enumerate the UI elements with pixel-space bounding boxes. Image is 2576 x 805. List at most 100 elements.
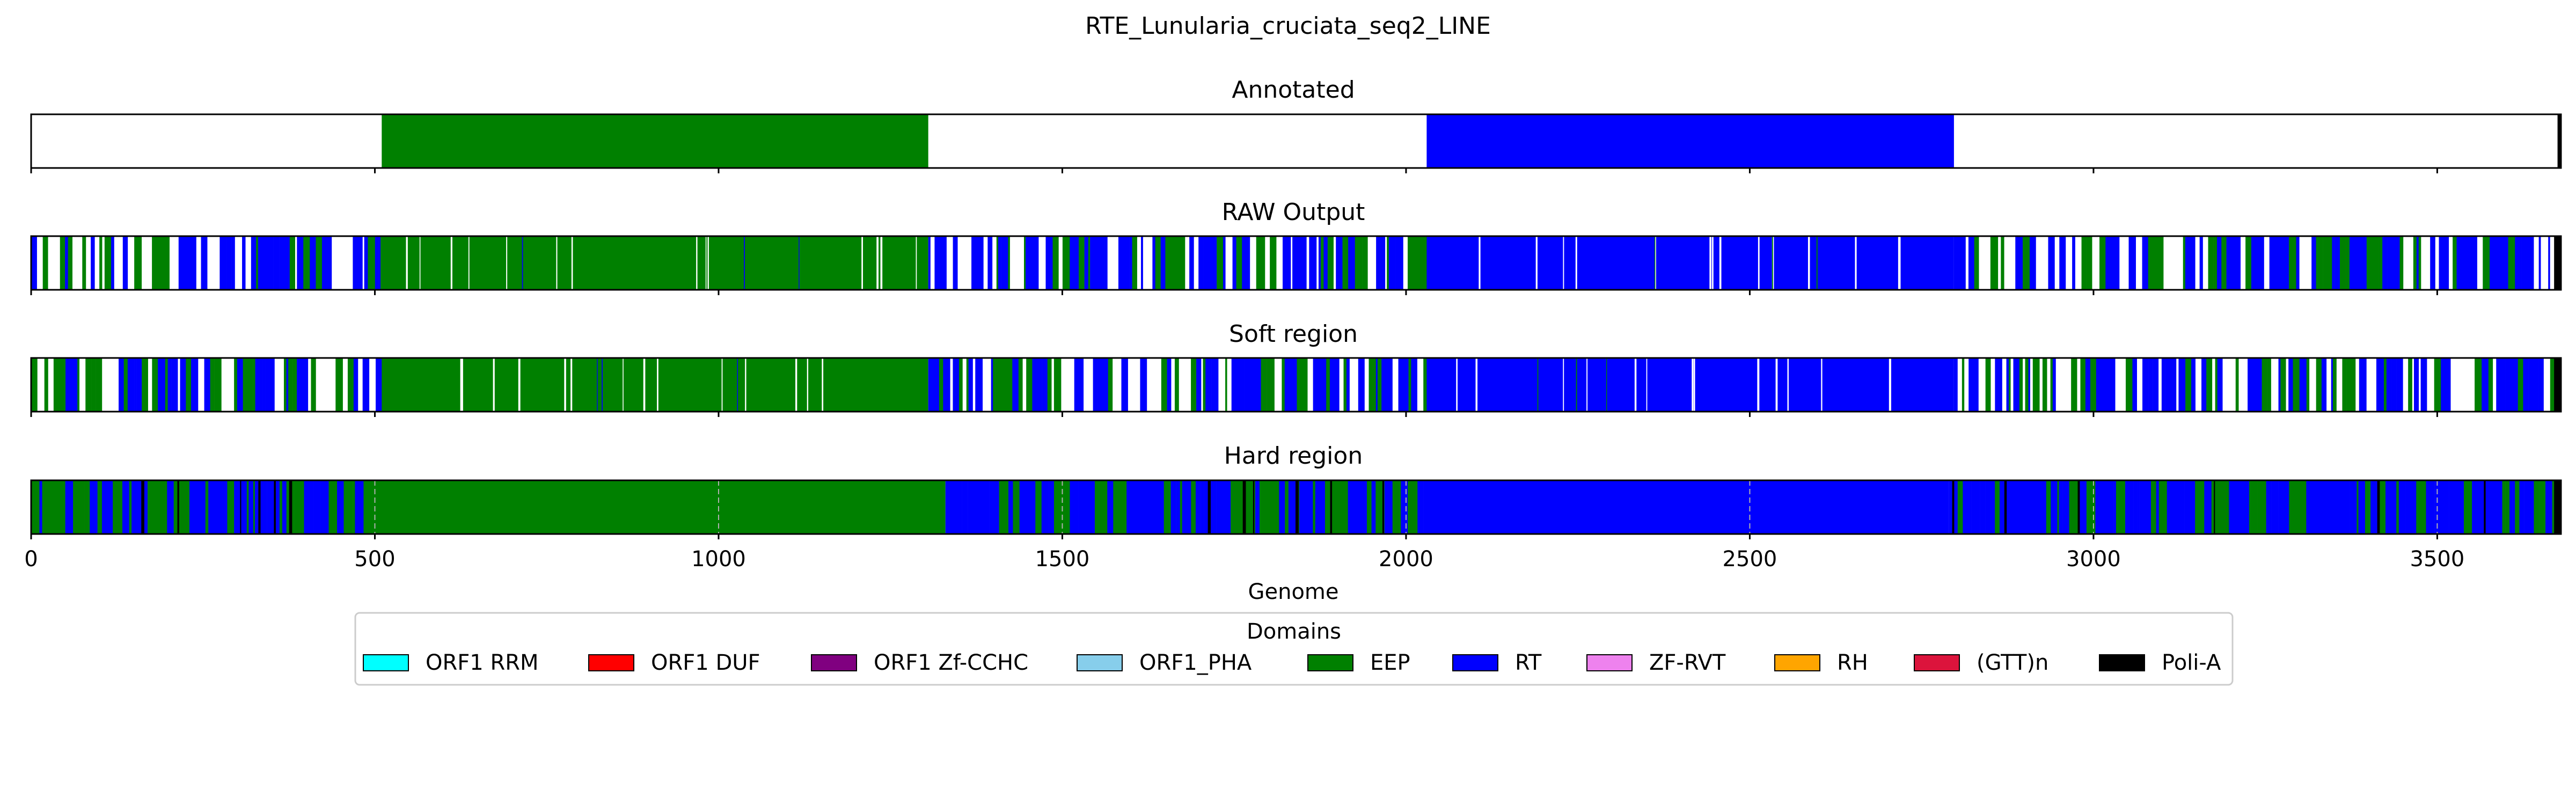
domain-mosaic-segment [1968,358,1973,412]
domain-mosaic-segment [2153,236,2160,290]
domain-mosaic-segment [97,480,103,534]
domain-mosaic-segment [1253,480,1256,534]
domain-mosaic-segment [180,358,185,412]
domain-mosaic-segment [2234,236,2241,290]
legend-swatch [1914,654,1960,671]
domain-mosaic-segment [142,358,148,412]
domain-mosaic-segment [1272,480,1279,534]
domain-stripe [1330,480,1333,534]
domain-mosaic-segment [1250,358,1255,412]
domain-mosaic-segment [2382,236,2388,290]
domain-stripe [721,358,723,412]
domain-mosaic-segment [1242,236,1245,290]
domain-stripe [1537,358,1539,412]
domain-mosaic-segment [1384,358,1387,412]
domain-mosaic-segment [1333,480,1342,534]
domain-mosaic-segment [996,236,999,290]
domain-stripe [916,236,917,290]
domain-mosaic-segment [248,480,254,534]
domain-mosaic-segment [2548,236,2550,290]
domain-mosaic-segment [2184,480,2189,534]
domain-mosaic-segment [358,236,363,290]
legend-item: Poli-A [2099,650,2221,675]
domain-mosaic-segment [1292,236,1297,290]
domain-mosaic-segment [2366,236,2372,290]
domain-mosaic-segment [2215,358,2218,412]
domain-mosaic-segment [2257,480,2266,534]
domain-mosaic-segment [337,480,344,534]
domain-mosaic-segment [70,358,78,412]
domain-mosaic-segment [980,358,983,412]
domain-mosaic-segment [2086,236,2092,290]
domain-mosaic-segment [2303,480,2307,534]
domain-segment-eep [382,236,928,290]
legend-swatch [1774,654,1820,671]
domain-mosaic-segment [129,480,132,534]
domain-mosaic-segment [2439,480,2449,534]
domain-mosaic-segment [251,236,257,290]
domain-mosaic-segment [313,358,316,412]
domain-mosaic-segment [236,480,240,534]
domain-mosaic-segment [1342,480,1348,534]
domain-mosaic-segment [1423,236,1427,290]
domain-mosaic-segment [2099,480,2105,534]
domain-mosaic-segment [335,358,343,412]
domain-mosaic-segment [2523,358,2529,412]
domain-mosaic-segment [2211,480,2215,534]
domain-mosaic-segment [2148,358,2153,412]
domain-stripe [274,480,276,534]
domain-mosaic-segment [2215,480,2220,534]
domain-stripe [518,358,521,412]
legend-swatch [2099,654,2145,671]
domain-mosaic-segment [2165,358,2171,412]
domain-mosaic-segment [65,236,69,290]
domain-mosaic-segment [1408,358,1411,412]
domain-mosaic-segment [350,480,353,534]
domain-mosaic-segment [2025,358,2029,412]
domain-mosaic-segment [2151,480,2154,534]
domain-mosaic-segment [2545,480,2552,534]
domain-mosaic-segment [1243,236,1250,290]
domain-mosaic-segment [1267,358,1275,412]
domain-mosaic-segment [65,480,74,534]
domain-mosaic-segment [934,236,938,290]
domain-mosaic-segment [1376,236,1380,290]
domain-mosaic-segment [2032,358,2040,412]
domain-mosaic-segment [2515,358,2519,412]
domain-mosaic-segment [1953,358,1958,412]
domain-mosaic-segment [1330,236,1334,290]
domain-mosaic-segment [1362,236,1368,290]
domain-mosaic-segment [1261,358,1267,412]
domain-mosaic-segment [1100,358,1109,412]
domain-mosaic-segment [1232,236,1236,290]
domain-mosaic-segment [2455,480,2461,534]
domain-mosaic-segment [1223,236,1226,290]
domain-mosaic-segment [2069,480,2079,534]
domain-mosaic-segment [1963,480,1972,534]
domain-mosaic-segment [2195,480,2205,534]
domain-mosaic-segment [1270,236,1277,290]
domain-mosaic-segment [2339,480,2346,534]
domain-mosaic-segment [2538,358,2544,412]
track-frame [30,235,2562,291]
domain-mosaic-segment [136,358,142,412]
domain-mosaic-segment [2375,480,2378,534]
domain-mosaic-segment [2405,480,2410,534]
domain-mosaic-segment [1077,358,1084,412]
domain-mosaic-segment [2074,358,2077,412]
domain-mosaic-segment [2096,358,2104,412]
domain-mosaic-segment [2103,358,2109,412]
domain-stripe [705,236,707,290]
domain-mosaic-segment [91,236,95,290]
domain-mosaic-segment [2255,358,2262,412]
domain-stripe [807,358,809,412]
domain-mosaic-segment [2358,480,2366,534]
domain-mosaic-segment [1408,236,1416,290]
domain-stripe [744,236,745,290]
domain-mosaic-segment [1334,358,1340,412]
domain-mosaic-segment [303,236,310,290]
domain-mosaic-segment [1129,236,1132,290]
domain-mosaic-segment [2311,236,2314,290]
domain-stripe [406,236,408,290]
domain-stripe [1646,358,1648,412]
